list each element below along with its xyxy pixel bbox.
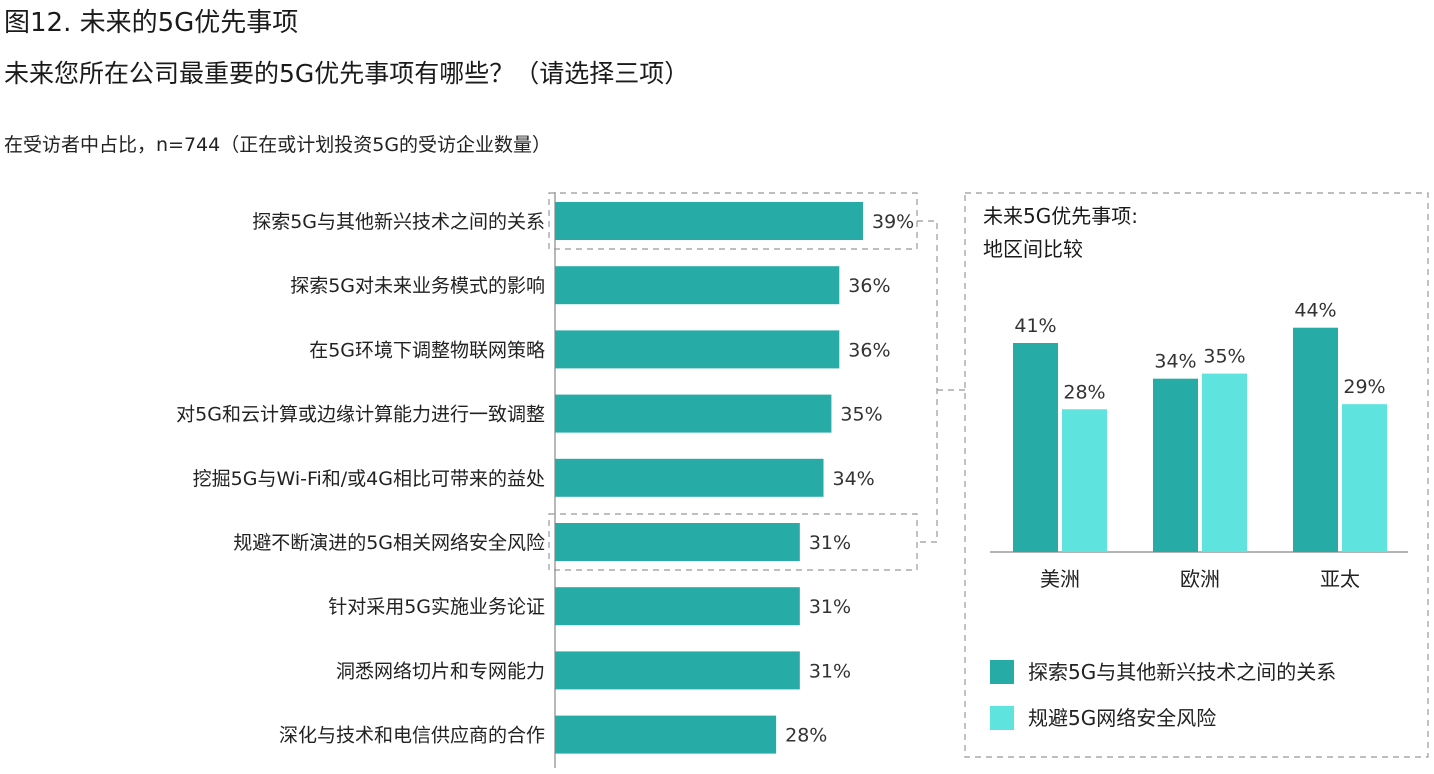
region-value-label-0-1: 28%	[1063, 381, 1105, 403]
panel-title-line-0: 未来5G优先事项:	[983, 204, 1138, 228]
region-value-label-2-1: 29%	[1343, 376, 1385, 398]
value-label-7: 31%	[809, 660, 851, 682]
connector-bracket	[917, 220, 938, 543]
figure-subtitle: 未来您所在公司最重要的5G优先事项有哪些？（请选择三项）	[4, 59, 690, 88]
bar-4	[555, 458, 824, 497]
region-bar-1-1	[1202, 373, 1247, 552]
region-bar-2-1	[1342, 404, 1387, 552]
region-value-label-1-1: 35%	[1203, 346, 1245, 368]
category-label-0: 探索5G与其他新兴技术之间的关系	[252, 211, 545, 233]
panel-border	[964, 192, 1429, 758]
legend-label-1: 规避5G网络安全风险	[1028, 706, 1216, 730]
bar-8	[555, 715, 777, 754]
panel-title-line-1: 地区间比较	[983, 237, 1083, 261]
category-label-8: 深化与技术和电信供应商的合作	[279, 725, 545, 747]
bar-5	[555, 523, 800, 561]
sample-note: 在受访者中占比，n=744（正在或计划投资5G的受访企业数量）	[4, 134, 552, 156]
category-label-7: 洞悉网络切片和专网能力	[336, 660, 545, 682]
region-bar-0-1	[1062, 409, 1107, 552]
region-value-label-2-0: 44%	[1294, 300, 1336, 322]
legend-label-0: 探索5G与其他新兴技术之间的关系	[1028, 660, 1336, 684]
region-bar-0-0	[1013, 343, 1058, 552]
bar-7	[555, 651, 800, 690]
highlight-box-1	[548, 513, 918, 571]
region-comparison-panel: 未来5G优先事项: 地区间比较 41% 28% 美洲 34% 35% 欧洲 44% 29% 亚太探索…	[964, 192, 1429, 758]
region-category-1: 欧洲	[1180, 567, 1220, 591]
value-label-2: 36%	[848, 339, 890, 361]
region-bar-2-0	[1293, 327, 1338, 552]
region-value-label-0-0: 41%	[1014, 315, 1056, 337]
connector-lines	[917, 220, 965, 543]
legend-swatch-1	[990, 706, 1014, 730]
figure-title: 图12. 未来的5G优先事项	[4, 8, 299, 38]
value-label-4: 34%	[833, 468, 875, 490]
bar-0	[555, 202, 863, 240]
value-label-0: 39%	[872, 211, 914, 233]
category-label-3: 对5G和云计算或边缘计算能力进行一致调整	[176, 404, 545, 426]
bar-1	[555, 266, 840, 305]
value-label-3: 35%	[840, 404, 882, 426]
value-label-8: 28%	[785, 725, 827, 747]
category-label-2: 在5G环境下调整物联网策略	[309, 339, 545, 361]
region-bar-1-0	[1153, 378, 1198, 552]
region-category-0: 美洲	[1040, 567, 1080, 591]
bar-2	[555, 330, 840, 369]
main-bar-chart: 探索5G与其他新兴技术之间的关系 39% 探索5G对未来业务模式的影响 36% 在5G环…	[176, 192, 918, 768]
value-label-1: 36%	[848, 275, 890, 297]
category-label-6: 针对采用5G实施业务论证	[328, 596, 545, 618]
bar-6	[555, 587, 800, 626]
region-value-label-1-0: 34%	[1154, 351, 1196, 373]
value-label-6: 31%	[809, 596, 851, 618]
value-label-5: 31%	[809, 532, 851, 554]
legend-swatch-0	[990, 660, 1014, 684]
bar-3	[555, 394, 832, 433]
category-label-4: 挖掘5G与Wi-Fi和/或4G相比可带来的益处	[193, 468, 545, 490]
region-category-2: 亚太	[1320, 567, 1360, 591]
category-label-1: 探索5G对未来业务模式的影响	[290, 275, 545, 297]
category-label-5: 规避不断演进的5G相关网络安全风险	[233, 532, 545, 554]
